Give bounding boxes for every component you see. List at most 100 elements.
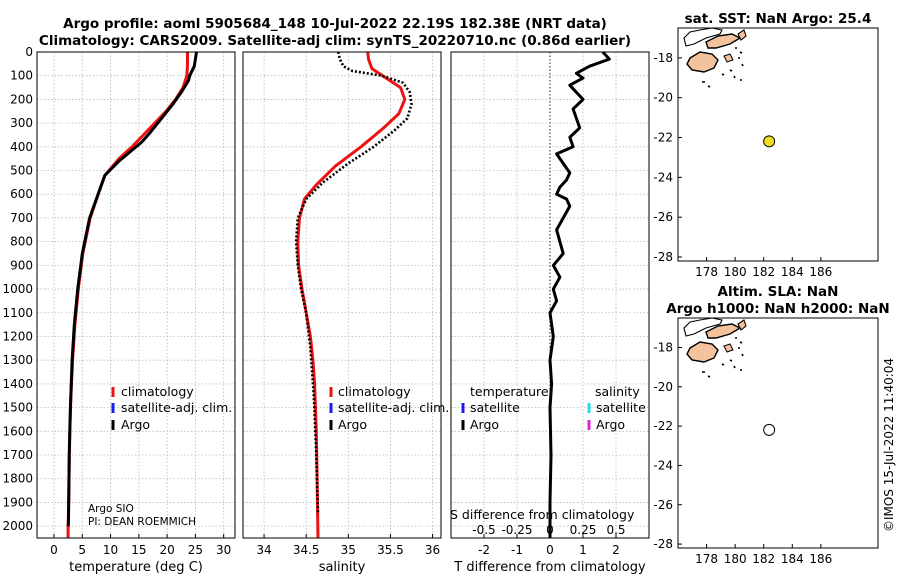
legend-label-t-argo: Argo [470, 417, 499, 432]
island-small-east [723, 53, 734, 63]
depth-tick-label: 1700 [2, 448, 33, 462]
salinity-legend: climatology satellite-adj. clim. Argo [329, 384, 449, 432]
x-tick-label: 20 [159, 543, 174, 557]
series-line-climatology [296, 51, 407, 539]
series-line-climatology [66, 52, 189, 538]
salinity-panel: 34 34.5 35 35.5 36 salinity climatology sate… [242, 51, 449, 575]
map-longitude-tick-label: 184 [781, 265, 804, 279]
difference-panel: -2 -1 0 1 2 -0.5 -0.25 0 0.25 0.5 S difference f… [450, 50, 650, 575]
map-longitude-tick-label: 184 [781, 552, 804, 566]
map-longitude-tick-label: 186 [809, 552, 832, 566]
legend-label-climatology: climatology [338, 384, 411, 399]
argo-float-location-marker [763, 423, 776, 436]
depth-tick-label: 200 [10, 92, 33, 106]
depth-tick-label: 1400 [2, 377, 33, 391]
map-longitude-tick-label: 180 [724, 265, 747, 279]
sla-map-title-line1: Altim. SLA: NaN [718, 284, 839, 300]
depth-tick-label: 300 [10, 116, 33, 130]
x-tick-label: 30 [216, 543, 231, 557]
map-longitude-tick-label: 180 [724, 552, 747, 566]
island-vanua-levu [705, 33, 742, 49]
depth-tick-label: 1600 [2, 424, 33, 438]
depth-tick-label: 1100 [2, 306, 33, 320]
legend-label-climatology: climatology [121, 384, 194, 399]
map-latitude-tick-label: -18 [653, 340, 673, 354]
note-argo-sio: Argo SIO [88, 503, 134, 515]
depth-tick-label: 1500 [2, 401, 33, 415]
series-line-argo-t-diff [548, 50, 611, 538]
coastline-fiji [683, 317, 747, 378]
map-longitude-tick-label: 178 [695, 265, 718, 279]
depth-tick-label: 0 [25, 45, 33, 59]
depth-tick-label: 600 [10, 187, 33, 201]
legend-title-temperature: temperature [470, 384, 549, 399]
depth-tick-label: 1900 [2, 495, 33, 509]
island-taveuni [737, 319, 747, 331]
map-latitude-tick-label: -18 [653, 51, 673, 65]
legend-label-argo: Argo [338, 417, 367, 432]
reef-outline-north [683, 317, 723, 337]
map-latitude-tick-label: -20 [653, 91, 673, 105]
series-line-argo [66, 51, 198, 527]
s-diff-tick-label: 0 [546, 523, 554, 537]
x-tick-label: 35.5 [377, 543, 404, 557]
lau-islands-dots [702, 337, 744, 378]
x-tick-label: 0 [50, 543, 58, 557]
x-tick-label: 10 [103, 543, 118, 557]
x-tick-label: -2 [478, 543, 490, 557]
lau-islands-dots [702, 47, 744, 88]
sst-map-panel: sat. SST: NaN Argo: 25.4 178 180 182 184 186… [653, 11, 879, 279]
map-latitude-tick-label: -26 [653, 498, 673, 512]
map-latitude-tick-label: -24 [653, 170, 673, 184]
map-latitude-tick-label: -22 [653, 131, 673, 145]
imos-credit-timestamp: ©IMOS 15-Jul-2022 11:40:04 [882, 358, 896, 532]
figure-title-line2: Climatology: CARS2009. Satellite-adj cli… [39, 33, 631, 49]
legend-label-satellite: satellite-adj. clim. [121, 400, 232, 415]
depth-tick-label: 700 [10, 211, 33, 225]
argo-float-location-marker [763, 135, 776, 148]
legend-label-s-argo: Argo [596, 417, 625, 432]
x-tick-label: 5 [78, 543, 86, 557]
s-diff-tick-label: 0.5 [606, 523, 625, 537]
map-latitude-tick-label: -28 [653, 537, 673, 551]
depth-tick-label: 100 [10, 69, 33, 83]
legend-label-satellite: satellite-adj. clim. [338, 400, 449, 415]
depth-tick-label: 1800 [2, 472, 33, 486]
x-tick-label: 2 [612, 543, 620, 557]
salinity-xlabel: salinity [319, 560, 366, 575]
map-longitude-tick-label: 186 [809, 265, 832, 279]
x-tick-label: -1 [511, 543, 523, 557]
s-diff-tick-label: 0.25 [570, 523, 597, 537]
depth-tick-label: 1000 [2, 282, 33, 296]
x-tick-label: 25 [188, 543, 203, 557]
depth-tick-label: 900 [10, 258, 33, 272]
sla-map-frame [677, 317, 879, 549]
x-tick-label: 0 [546, 543, 554, 557]
island-small-east [723, 343, 734, 353]
depth-tick-label: 2000 [2, 519, 33, 533]
map-latitude-tick-label: -26 [653, 210, 673, 224]
map-longitude-tick-label: 178 [695, 552, 718, 566]
temperature-panel-frame [36, 51, 236, 539]
temperature-legend: climatology satellite-adj. clim. Argo [111, 384, 232, 432]
x-tick-label: 35 [341, 543, 356, 557]
temperature-panel: 0 5 10 15 20 25 30 0 100 200 300 400 500 600 700 800 90… [2, 45, 236, 575]
x-tick-label: 34.5 [293, 543, 320, 557]
figure-title-line1: Argo profile: aoml 5905684_148 10-Jul-20… [63, 16, 607, 32]
map-latitude-tick-label: -22 [653, 419, 673, 433]
legend-label-t-satellite: satellite [470, 400, 520, 415]
depth-tick-label: 1200 [2, 329, 33, 343]
island-viti-levu [686, 51, 719, 73]
x-tick-label: 34 [256, 543, 271, 557]
depth-tick-label: 800 [10, 235, 33, 249]
s-difference-label: S difference from climatology [450, 507, 635, 522]
note-pi-name: PI: DEAN ROEMMICH [88, 516, 196, 528]
s-diff-tick-label: -0.25 [501, 523, 532, 537]
island-vanua-levu [705, 323, 742, 339]
sla-map-panel: Altim. SLA: NaN Argo h1000: NaN h2000: N… [653, 284, 889, 566]
legend-title-salinity: salinity [595, 384, 640, 399]
salinity-panel-frame [242, 51, 442, 539]
legend-label-s-satellite: satellite [596, 400, 646, 415]
x-tick-label: 15 [131, 543, 146, 557]
